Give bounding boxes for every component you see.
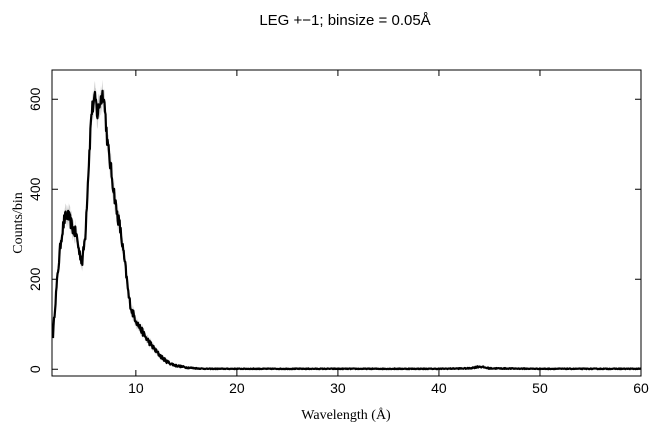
y-tick-label: 200 [27,267,43,291]
x-axis-ticks: 10 20 30 40 50 60 [128,70,649,396]
y-tick-label: 400 [27,177,43,201]
x-axis-label: Wavelength (Å) [301,407,391,423]
plot-frame [51,69,642,377]
x-tick-label: 60 [633,380,649,396]
y-axis-ticks: 0 200 400 600 [27,87,641,373]
y-tick-label: 600 [27,87,43,111]
error-band [53,79,641,370]
plot-area [51,79,642,371]
spectrum-line [51,89,642,371]
x-tick-label: 30 [330,380,346,396]
y-axis-label: Counts/bin [11,192,26,253]
x-tick-label: 50 [532,380,548,396]
chart-title: LEG +−1; binsize = 0.05Å [259,12,430,29]
x-tick-label: 10 [128,380,144,396]
x-tick-label: 20 [229,380,245,396]
y-tick-label: 0 [27,365,43,373]
x-tick-label: 40 [431,380,447,396]
